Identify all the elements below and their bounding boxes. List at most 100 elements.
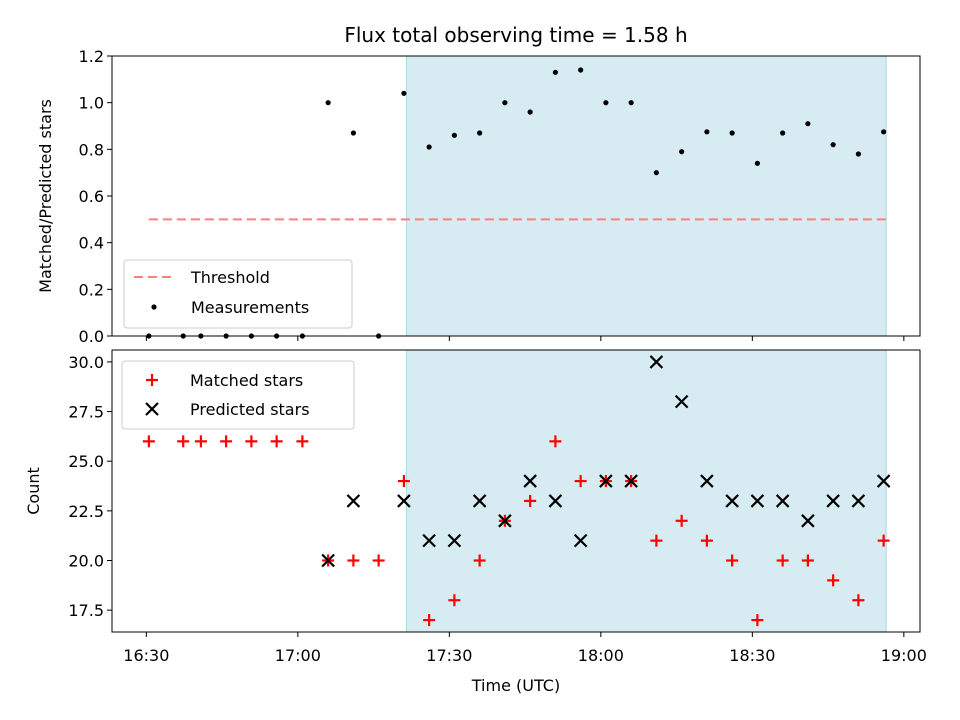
predicted-star-point xyxy=(700,474,714,488)
measurement-point xyxy=(477,130,483,136)
measurement-point xyxy=(527,109,533,115)
predicted-star-point xyxy=(447,533,462,548)
matched-star-point xyxy=(347,554,360,567)
predicted-star-point xyxy=(573,533,588,548)
measurement-point xyxy=(754,160,760,166)
measurement-point xyxy=(552,69,558,75)
matched-star-point xyxy=(852,594,865,607)
matched-star-point xyxy=(372,554,385,567)
measurement-point xyxy=(704,129,710,135)
matched-star-point xyxy=(827,574,840,587)
x-tick-label: 17:00 xyxy=(275,646,321,665)
chart-title: Flux total observing time = 1.58 h xyxy=(344,23,687,47)
y-tick-label: 0.0 xyxy=(79,327,104,346)
ratio-legend: Threshold Measurements xyxy=(123,259,353,329)
matched-star-point xyxy=(194,435,207,448)
matched-star-point xyxy=(270,435,283,448)
matched-star-point xyxy=(142,435,155,448)
matched-star-point xyxy=(574,475,587,488)
measurement-point xyxy=(578,67,584,73)
predicted-star-point xyxy=(674,394,689,409)
predicted-star-point xyxy=(775,494,790,508)
y-tick-label: 0.4 xyxy=(79,234,104,253)
predicted-star-point xyxy=(649,355,664,369)
measurement-point xyxy=(603,100,609,106)
matched-star-point xyxy=(473,554,486,567)
legend-measurements-label: Measurements xyxy=(191,298,309,317)
legend-threshold-label: Threshold xyxy=(190,268,270,287)
matched-star-point xyxy=(877,534,890,547)
matched-star-point xyxy=(675,514,688,527)
matched-star-point xyxy=(245,435,258,448)
legend-matched-swatch xyxy=(146,374,158,386)
x-tick-label: 18:00 xyxy=(578,646,624,665)
y-tick-label: 22.5 xyxy=(68,502,104,521)
predicted-star-point xyxy=(346,494,361,508)
measurement-point xyxy=(805,121,811,127)
measurement-point xyxy=(502,100,508,106)
predicted-star-point xyxy=(876,474,891,488)
measurement-point xyxy=(830,142,836,148)
x-tick-label: 18:30 xyxy=(729,646,775,665)
matched-star-point xyxy=(700,534,713,547)
predicted-star-point xyxy=(801,514,815,528)
predicted-star-point xyxy=(321,553,335,568)
y-tick-label: 0.2 xyxy=(79,280,104,299)
y-tick-label: 0.6 xyxy=(79,187,104,206)
legend-measurements-swatch xyxy=(151,304,157,310)
count-legend: Matched stars Predicted stars xyxy=(121,360,355,430)
measurement-point xyxy=(780,130,786,136)
predicted-star-point xyxy=(422,533,436,548)
predicted-star-point xyxy=(548,494,563,508)
legend-predicted-label: Predicted stars xyxy=(190,400,310,419)
matched-star-point xyxy=(397,475,410,488)
legend-predicted-swatch xyxy=(145,402,159,416)
observing-window-shade xyxy=(405,349,887,633)
count-y-axis-label: Count xyxy=(24,467,43,515)
matched-star-point xyxy=(524,494,537,507)
measurement-point xyxy=(653,170,659,176)
y-tick-label: 30.0 xyxy=(68,353,104,372)
measurement-point xyxy=(628,100,634,106)
x-tick-label: 19:00 xyxy=(881,646,927,665)
measurement-point xyxy=(679,149,685,155)
measurement-point xyxy=(451,132,457,138)
matched-star-point xyxy=(549,435,562,448)
panel-count: 17.5 20.0 22.5 25.0 27.5 30.0 16:30 17:00 17:30… xyxy=(24,349,927,695)
measurement-point xyxy=(325,100,331,106)
y-tick-label: 17.5 xyxy=(68,601,104,620)
predicted-star-point xyxy=(826,494,840,508)
ratio-y-axis-label: Matched/Predicted stars xyxy=(36,99,55,293)
matched-star-point xyxy=(448,594,461,607)
x-axis-label: Time (UTC) xyxy=(471,676,560,695)
predicted-star-point xyxy=(599,474,613,488)
y-tick-label: 27.5 xyxy=(68,403,104,422)
matched-star-point xyxy=(751,614,764,627)
predicted-star-point xyxy=(498,514,512,528)
predicted-star-point xyxy=(624,474,638,488)
matched-star-point xyxy=(220,435,233,448)
predicted-star-point xyxy=(397,494,411,508)
measurement-point xyxy=(426,144,432,150)
x-tick-label: 17:30 xyxy=(426,646,472,665)
measurement-point xyxy=(855,151,861,157)
y-tick-label: 20.0 xyxy=(68,552,104,571)
matched-star-point xyxy=(423,614,436,627)
predicted-star-point xyxy=(472,494,487,508)
y-tick-label: 0.8 xyxy=(79,140,104,159)
matched-star-point xyxy=(650,534,663,547)
matched-star-point xyxy=(801,554,814,567)
y-tick-label: 1.0 xyxy=(79,94,104,113)
predicted-star-point xyxy=(750,494,765,508)
matched-star-point xyxy=(177,435,190,448)
matched-star-point xyxy=(296,435,309,448)
measurement-point xyxy=(729,130,735,136)
x-tick-label: 16:30 xyxy=(123,646,169,665)
predicted-star-point xyxy=(851,494,866,508)
observing-window-shade xyxy=(405,55,887,337)
measurement-point xyxy=(350,130,356,136)
legend-matched-label: Matched stars xyxy=(190,371,303,390)
predicted-star-point xyxy=(725,494,739,508)
matched-star-point xyxy=(726,554,739,567)
